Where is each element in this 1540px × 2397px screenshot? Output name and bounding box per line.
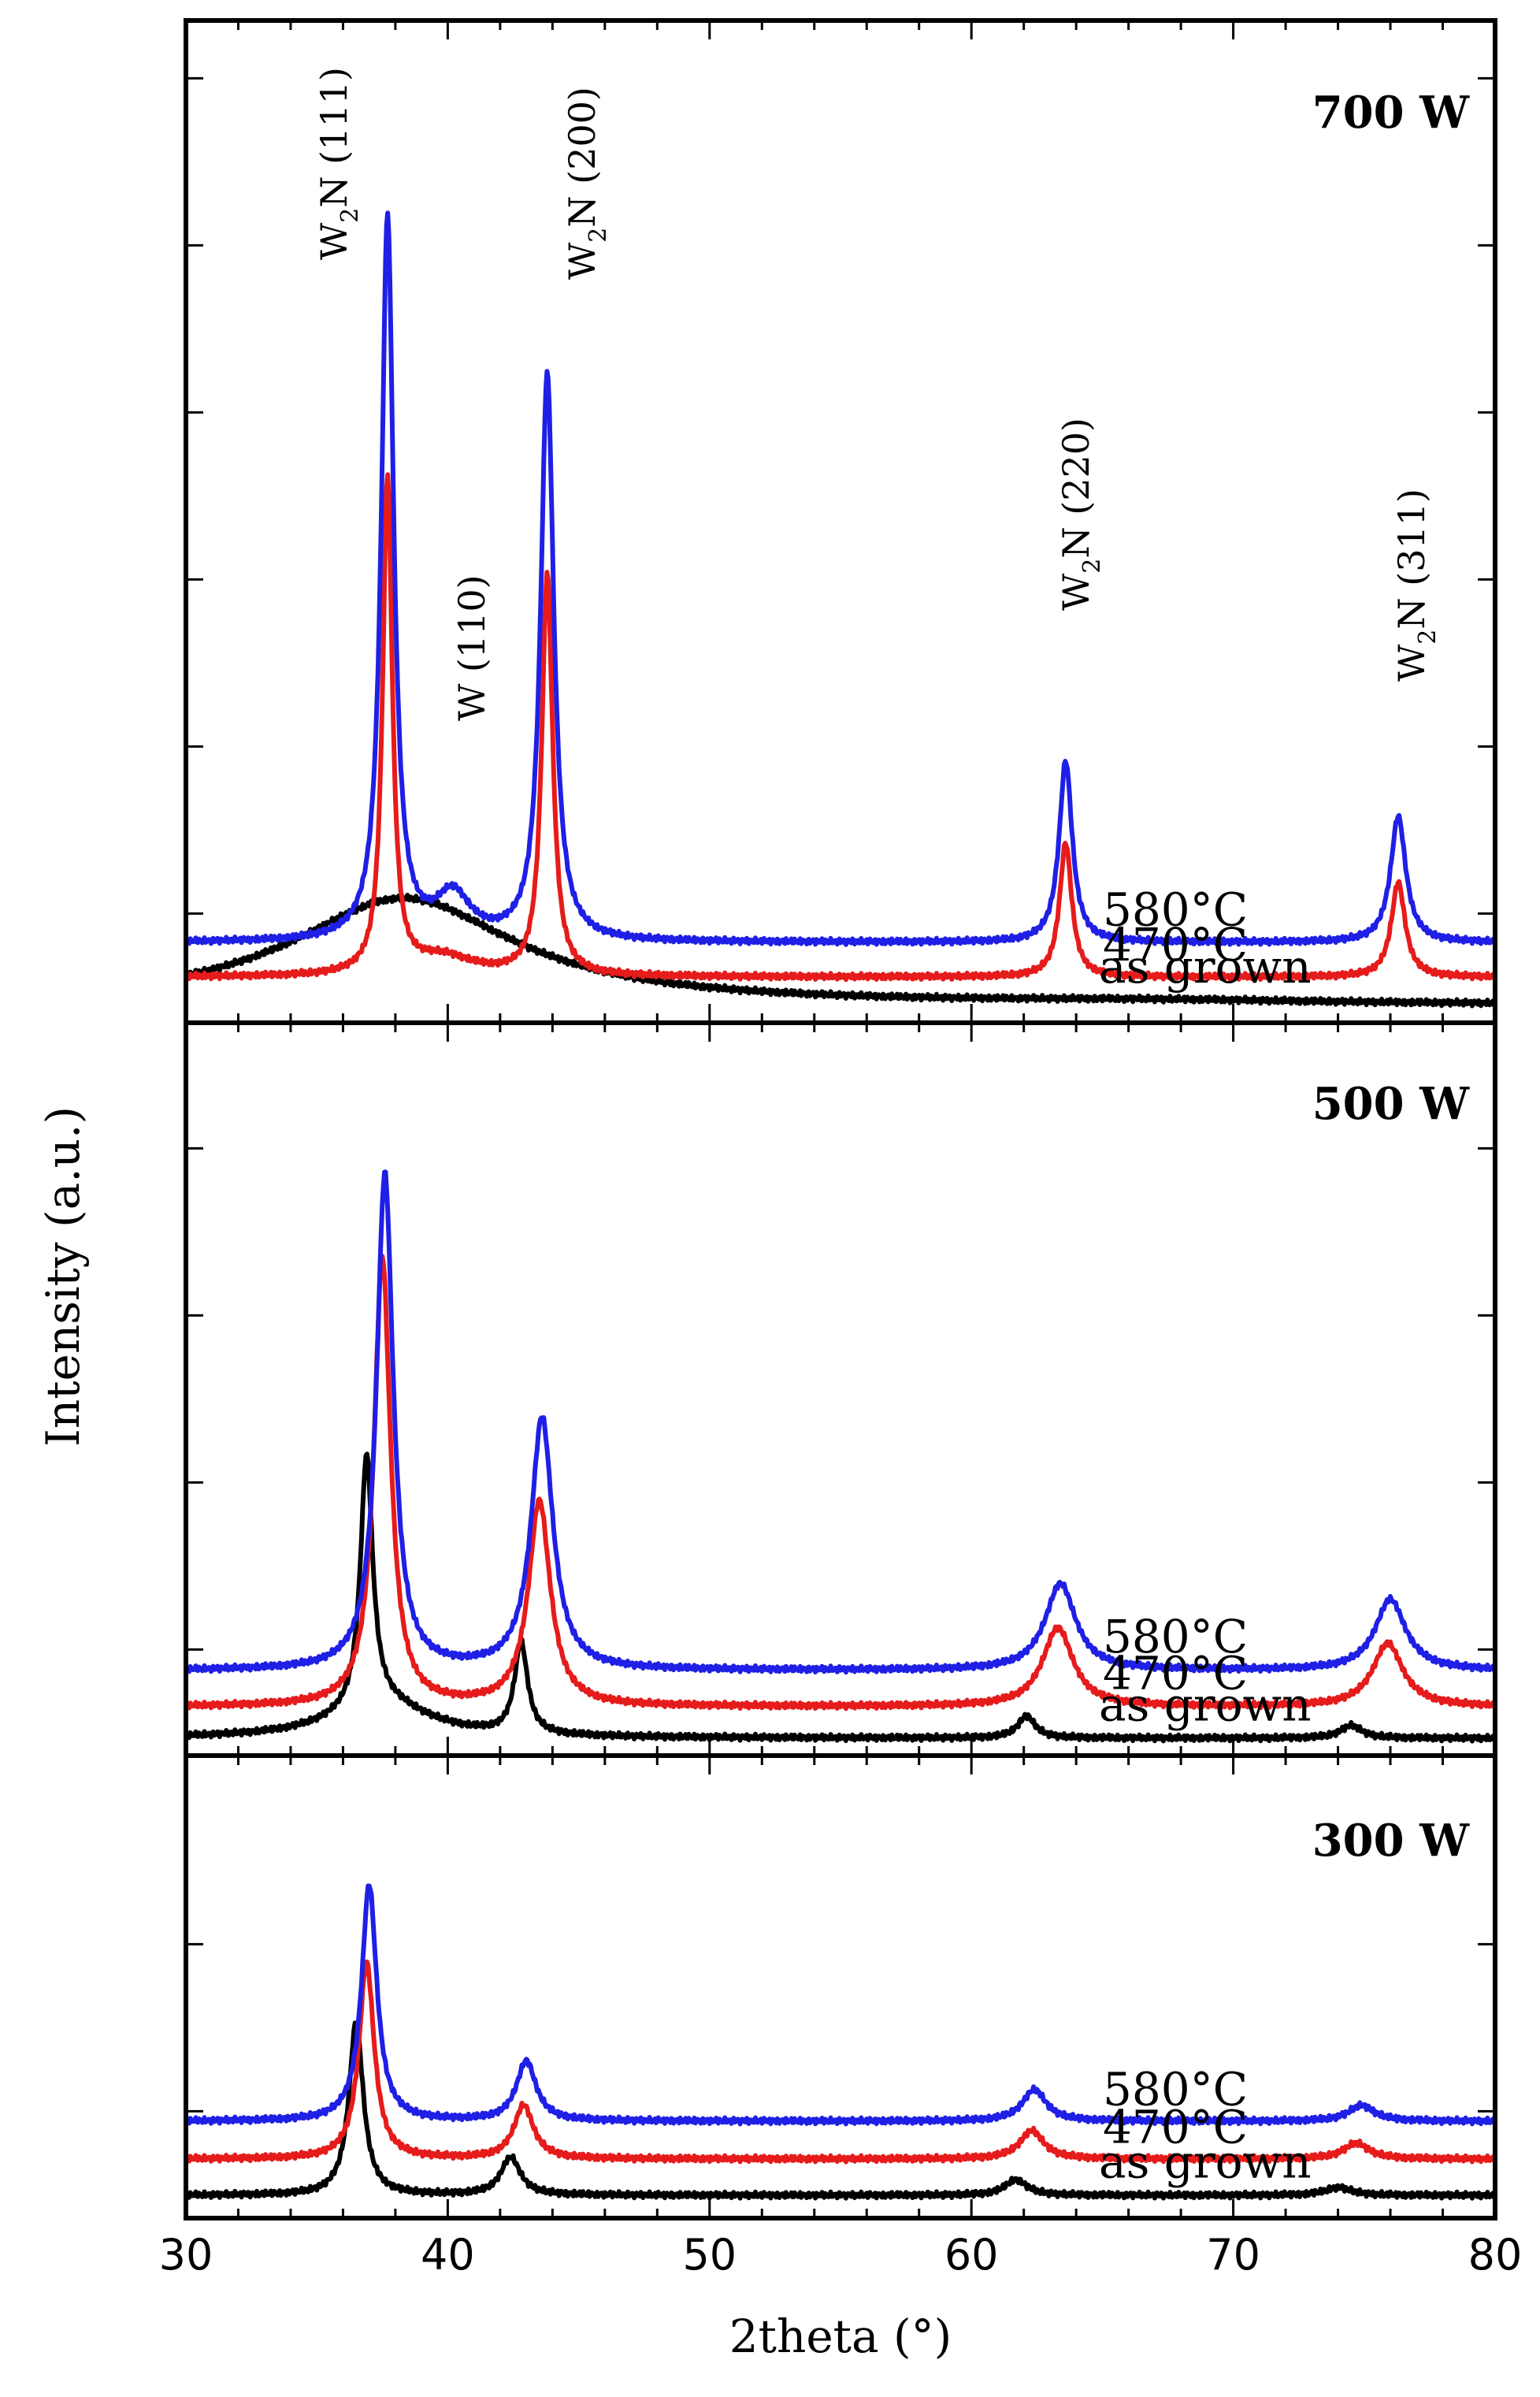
traces-layer [184, 210, 1497, 2201]
panel-label: 500 W [1312, 1078, 1470, 1130]
panel-label: 300 W [1312, 1815, 1470, 1867]
y-axis-label: Intensity (a.u.) [36, 1106, 90, 1447]
peak-annotation: W (110) [451, 574, 493, 721]
panel-frame [184, 1753, 1497, 2220]
series-label: as grown [1099, 2135, 1312, 2189]
x-tick-label: 40 [421, 2230, 475, 2280]
series-label: 580°C [1103, 883, 1248, 937]
x-tick-label: 30 [159, 2230, 213, 2280]
frames-layer [184, 18, 1497, 2220]
peak-annotation: W2N (200) [561, 87, 612, 280]
trace-500w-580c [184, 1169, 1497, 1675]
trace-500w-asgrown [184, 1451, 1497, 1744]
series-label: as grown [1099, 1678, 1312, 1731]
peak-annotation: W2N (311) [1390, 489, 1442, 682]
trace-700w-470c [184, 472, 1497, 983]
x-tick-label: 60 [944, 2230, 999, 2280]
series-label: 470°C [1103, 918, 1248, 972]
x-tick-label: 50 [682, 2230, 737, 2280]
series-label: 580°C [1103, 1610, 1248, 1663]
series-label: 470°C [1103, 2100, 1248, 2154]
trace-300w-470c [184, 1959, 1497, 2165]
series-label: 580°C [1103, 2062, 1248, 2116]
series-label: as grown [1099, 940, 1312, 994]
panel-label: 700 W [1312, 87, 1470, 139]
peak-annotation: W2N (220) [1055, 418, 1106, 611]
x-tick-label: 70 [1206, 2230, 1260, 2280]
peak-annotation: W2N (111) [313, 67, 364, 260]
trace-700w-580c [184, 210, 1497, 947]
trace-300w-580c [184, 1883, 1497, 2127]
series-label: 470°C [1103, 1647, 1248, 1700]
trace-300w-asgrown [184, 2020, 1497, 2201]
trace-500w-470c [184, 1254, 1497, 1711]
x-tick-label: 80 [1468, 2230, 1523, 2280]
x-axis-label: 2theta (°) [729, 2310, 952, 2363]
